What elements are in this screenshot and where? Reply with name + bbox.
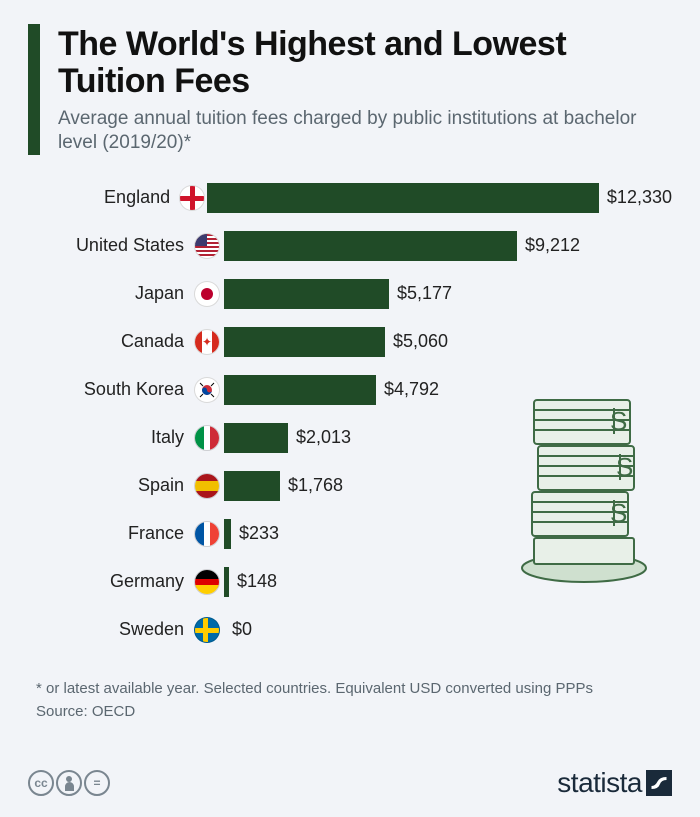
flag-korea-icon [194,377,220,403]
bar [207,183,599,213]
flag-cell [190,377,224,403]
header: The World's Highest and Lowest Tuition F… [28,24,672,155]
source-label: Source: OECD [36,703,672,720]
country-label: Canada [36,331,190,352]
flag-cell [176,185,207,211]
value-label: $148 [237,571,277,592]
value-label: $2,013 [296,427,351,448]
value-label: $5,060 [393,331,448,352]
chart-row: Sweden $0 [36,609,672,651]
flag-spain-icon [194,473,220,499]
svg-text:S: S [610,406,627,436]
value-label: $1,768 [288,475,343,496]
flag-england-icon [179,185,205,211]
svg-text:S: S [610,498,627,528]
footnote: * or latest available year. Selected cou… [36,679,672,699]
cc-icon: cc [28,770,54,796]
chart-row: Canada✦ $5,060 [36,321,672,363]
bar-cell: $12,330 [207,183,672,213]
cc-by-icon [56,770,82,796]
bar-cell: $0 [224,615,672,645]
country-label: Japan [36,283,190,304]
flag-cell [190,281,224,307]
flag-cell [190,425,224,451]
flag-germany-icon [194,569,220,595]
bar [224,567,229,597]
value-label: $5,177 [397,283,452,304]
value-label: $9,212 [525,235,580,256]
bar [224,519,231,549]
chart-title: The World's Highest and Lowest Tuition F… [58,26,672,99]
brand-mark-icon [646,770,672,796]
flag-canada-icon: ✦ [194,329,220,355]
bar-cell: $5,060 [224,327,672,357]
flag-japan-icon [194,281,220,307]
flag-cell [190,569,224,595]
svg-text:S: S [616,452,633,482]
chart-row: Japan $5,177 [36,273,672,315]
value-label: $0 [232,619,252,640]
bar [224,279,389,309]
cc-nd-icon: = [84,770,110,796]
chart-row: England $12,330 [36,177,672,219]
flag-italy-icon [194,425,220,451]
flag-cell [190,617,224,643]
country-label: Spain [36,475,190,496]
flag-cell: ✦ [190,329,224,355]
flag-cell [190,233,224,259]
statista-logo: statista [557,767,672,799]
value-label: $233 [239,523,279,544]
bar [224,327,385,357]
country-label: South Korea [36,379,190,400]
chart-row: United States $9,212 [36,225,672,267]
license-icons: cc = [28,770,110,796]
bar [224,423,288,453]
country-label: Sweden [36,619,190,640]
value-label: $4,792 [384,379,439,400]
flag-sweden-icon [194,617,220,643]
country-label: England [36,187,176,208]
bar [224,231,517,261]
flag-cell [190,521,224,547]
money-stack-illustration: S S S [514,390,654,590]
brand-text: statista [557,767,642,799]
country-label: United States [36,235,190,256]
country-label: Germany [36,571,190,592]
chart-subtitle: Average annual tuition fees charged by p… [58,107,672,155]
flag-france-icon [194,521,220,547]
bar-cell: $5,177 [224,279,672,309]
bar [224,375,376,405]
title-accent-bar [28,24,40,155]
country-label: Italy [36,427,190,448]
country-label: France [36,523,190,544]
title-group: The World's Highest and Lowest Tuition F… [58,24,672,155]
bar-cell: $9,212 [224,231,672,261]
flag-usa-icon [194,233,220,259]
flag-cell [190,473,224,499]
footer: cc = statista [28,767,672,799]
value-label: $12,330 [607,187,672,208]
bar [224,471,280,501]
